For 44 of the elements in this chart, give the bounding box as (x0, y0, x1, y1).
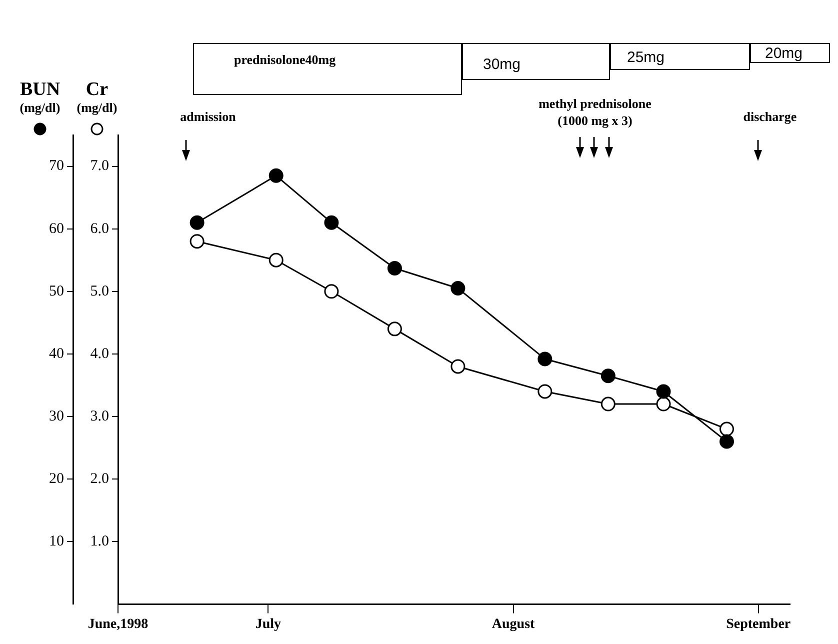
point (656, 396, 671, 412)
text: discharge (742, 108, 798, 125)
y-tick-label: 40 (49, 346, 64, 362)
point (324, 215, 339, 230)
y-tick-label: 70 (49, 158, 64, 174)
point (720, 422, 734, 436)
y2-axis-title: Cr (mg/dl) (76, 79, 118, 115)
point (387, 322, 402, 336)
y-tick-label: 30 (49, 408, 64, 424)
text: prednisolone40mg (234, 52, 336, 68)
x-tick-label: June,1998 (88, 617, 148, 632)
point (720, 434, 734, 449)
point (450, 281, 466, 296)
y-tick-label: 20 (49, 471, 64, 488)
text: methyl prednisolone (1000 mg x 3) (538, 95, 652, 129)
point (268, 168, 284, 183)
y2-tick-label: 6.0 (90, 220, 109, 237)
point (268, 252, 284, 268)
point (190, 215, 204, 230)
y-tick-label: 10 (49, 534, 64, 550)
x-tick-label: July (255, 617, 282, 632)
y-tick-label: 60 (49, 220, 64, 237)
point (600, 396, 616, 412)
text: 25mg (627, 49, 665, 66)
y2-tick-label: 7.0 (90, 158, 109, 174)
point (538, 384, 552, 399)
text: 20mg (765, 45, 803, 62)
y2-tick-label: 1.0 (90, 534, 109, 550)
text: admission (180, 109, 236, 124)
y2-tick-label: 5.0 (90, 283, 109, 300)
point (656, 384, 671, 399)
x-tick-label: September (726, 617, 791, 632)
point (190, 234, 204, 249)
y2-tick-label: 2.0 (90, 471, 109, 488)
point (538, 352, 552, 366)
y-tick-label: 50 (49, 283, 64, 300)
point (387, 261, 402, 276)
y2-tick-label: 4.0 (90, 346, 109, 362)
text: 30mg (483, 56, 521, 73)
point (324, 284, 339, 299)
point (450, 359, 466, 374)
point (600, 368, 616, 384)
y2-tick-label: 3.0 (90, 408, 109, 424)
x-tick-label: August (492, 617, 536, 632)
